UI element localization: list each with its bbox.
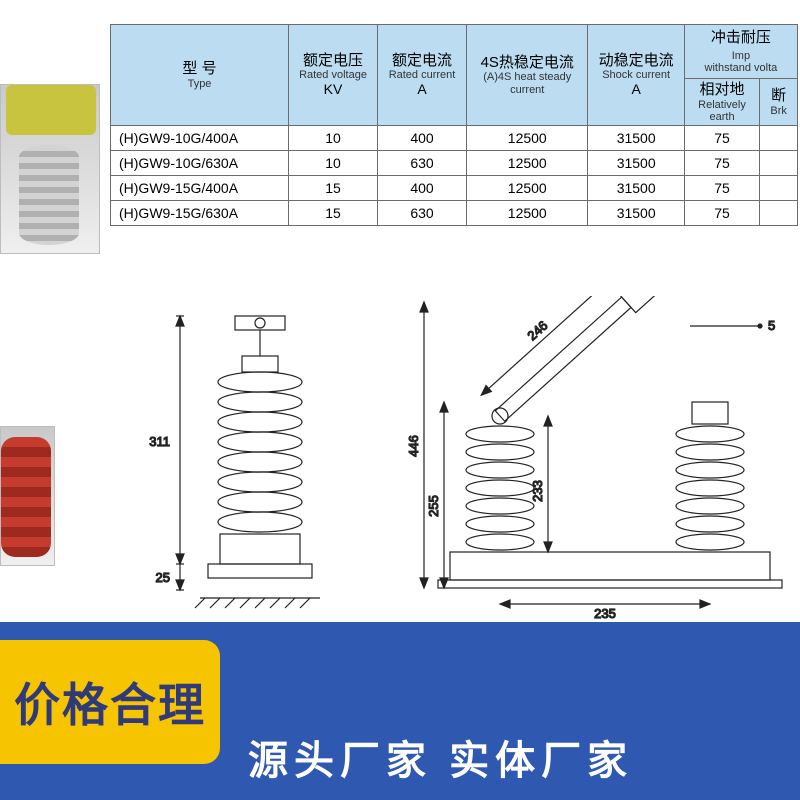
product-photo-mid [0,426,55,566]
th-impulse: 冲击耐压 Imp withstand volta [684,25,797,79]
cell-v: 15 [289,200,378,225]
dim-front-height: 311 [149,434,170,449]
table-row: (H)GW9-10G/400A 10 400 12500 31500 75 [111,125,798,150]
cell-br [760,150,798,175]
cell-re: 75 [684,150,759,175]
dim-side-insul: 233 [530,480,545,502]
cell-model: (H)GW9-15G/630A [111,200,289,225]
cell-v: 10 [289,150,378,175]
photo-top-insulator [19,145,79,245]
cell-br [760,175,798,200]
product-photo-top [0,84,100,254]
cell-s: 12500 [467,125,588,150]
th-rel-earth: 相对地 Relatively earth [684,79,759,125]
th-current-zh: 额定电流 [380,52,464,69]
cell-v: 15 [289,175,378,200]
th-current-unit: A [380,81,464,98]
th-shock-zh: 动稳定电流 [590,52,681,69]
cell-model: (H)GW9-10G/400A [111,125,289,150]
th-impulse-en: Imp [732,50,750,62]
table-row: (H)GW9-15G/400A 15 400 12500 31500 75 [111,175,798,200]
th-voltage-en: Rated voltage [291,69,375,81]
cell-sh: 31500 [588,125,684,150]
th-voltage-zh: 额定电压 [291,52,375,69]
cell-sh: 31500 [588,200,684,225]
banner-tagline: 源头厂家 实体厂家 [248,728,633,786]
table-row: (H)GW9-15G/630A 15 630 12500 31500 75 [111,200,798,225]
technical-drawings: 311 25 [100,296,800,626]
promo-banner: 价格合理 源头厂家 实体厂家 [0,622,800,800]
dim-side-blade: 246 [524,318,550,344]
cell-re: 75 [684,200,759,225]
th-break-zh: 断 [761,87,796,104]
th-break: 断 Brk [760,79,798,125]
cell-a: 630 [378,150,467,175]
th-voltage-unit: KV [291,81,375,98]
th-impulse-zh: 冲击耐压 [687,29,795,46]
th-rel-earth-en: Relatively earth [686,99,758,123]
th-shock-unit: A [590,81,681,98]
th-impulse-en2: withstand volta [687,62,795,74]
dim-side-overall: 446 [406,435,421,457]
th-break-en: Brk [761,105,796,117]
cell-br [760,200,798,225]
th-current-en: Rated current [380,69,464,81]
dim-side-body: 255 [426,495,441,517]
th-type-zh: 型 号 [113,60,286,77]
cell-s: 12500 [467,150,588,175]
cell-sh: 31500 [588,150,684,175]
cell-model: (H)GW9-10G/630A [111,150,289,175]
cell-a: 630 [378,200,467,225]
th-rel-earth-zh: 相对地 [686,81,758,98]
dim-side-pitch: 235 [594,606,616,621]
spec-table: 型 号 Type 额定电压 Rated voltage KV 额定电流 Rate… [110,24,798,226]
cell-v: 10 [289,125,378,150]
cell-sh: 31500 [588,175,684,200]
th-steady-en: (A)4S heat steady current [469,71,585,95]
cell-a: 400 [378,125,467,150]
dim-front-base: 25 [156,570,170,585]
th-type: 型 号 Type [111,25,289,126]
th-steady: 4S热稳定电流 (A)4S heat steady current [467,25,588,126]
table-row: (H)GW9-10G/630A 10 630 12500 31500 75 [111,150,798,175]
cell-model: (H)GW9-15G/400A [111,175,289,200]
cell-re: 75 [684,125,759,150]
th-shock-en: Shock current [590,69,681,81]
photo-mid-insulator [1,437,51,557]
dim-side-stub: 5 [768,318,775,333]
th-steady-zh: 4S热稳定电流 [469,54,585,71]
cell-br [760,125,798,150]
banner-headline-box: 价格合理 [0,640,220,764]
th-voltage: 额定电压 Rated voltage KV [289,25,378,126]
banner-headline: 价格合理 [14,669,206,735]
th-shock: 动稳定电流 Shock current A [588,25,684,126]
cell-a: 400 [378,175,467,200]
cell-s: 12500 [467,175,588,200]
photo-top-cap [6,85,96,135]
th-type-en: Type [113,78,286,90]
cell-s: 12500 [467,200,588,225]
cell-re: 75 [684,175,759,200]
th-current: 额定电流 Rated current A [378,25,467,126]
